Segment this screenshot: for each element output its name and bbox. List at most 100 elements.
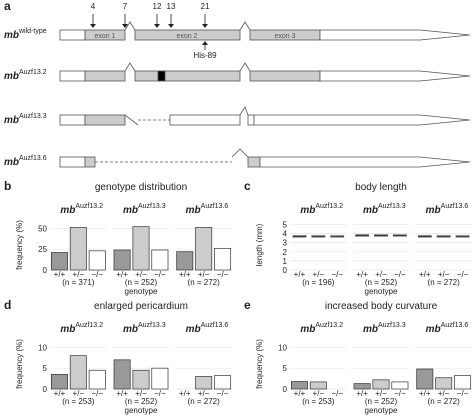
- bar: [69, 355, 87, 390]
- y-tick-label: 10: [38, 343, 47, 352]
- bar: [353, 383, 371, 390]
- exon-label: exon 2: [176, 33, 197, 40]
- allele: Auzf13.6: [441, 203, 469, 210]
- allele: Auzf13.2: [19, 69, 47, 76]
- gene: mb: [123, 205, 138, 216]
- bar: [195, 376, 213, 390]
- n-label: (n = 252): [365, 397, 398, 406]
- x-axis-label: genotype: [125, 406, 158, 415]
- x-tick-label: −/−: [91, 389, 103, 398]
- panel-label: b: [4, 179, 11, 193]
- x-axis-label: genotype: [125, 287, 158, 296]
- allele-label: mbAuzf13.2: [4, 69, 47, 82]
- y-tick-label: 50: [38, 224, 47, 233]
- bar: [113, 249, 131, 271]
- x-tick-label: +/−: [313, 270, 325, 279]
- exon: [134, 29, 241, 41]
- annotation: His-89: [193, 51, 217, 60]
- x-tick-label: −/−: [331, 389, 343, 398]
- gene: mb: [123, 324, 138, 335]
- bar: [88, 250, 106, 271]
- y-tick-label: 3: [283, 239, 288, 248]
- facet-title: mbAuzf13.3: [363, 322, 406, 335]
- x-tick-label: −/−: [217, 389, 229, 398]
- n-label: (n = 252): [125, 397, 158, 406]
- allele: Auzf13.6: [201, 203, 229, 210]
- allele: Auzf13.2: [75, 322, 103, 329]
- exon: [84, 70, 126, 82]
- x-tick-label: +/−: [73, 389, 85, 398]
- exon: [247, 114, 255, 126]
- bar: [113, 359, 131, 390]
- chart-title: genotype distribution: [95, 182, 187, 193]
- x-tick-label: +/−: [135, 270, 147, 279]
- intron: [124, 21, 136, 31]
- allele-label: mbAuzf13.6: [4, 155, 47, 168]
- site-label: 13: [167, 2, 176, 11]
- panel-label: c: [244, 179, 251, 193]
- x-tick-label: −/−: [331, 270, 343, 279]
- y-tick-label: 2: [283, 248, 288, 257]
- utr: [253, 114, 471, 126]
- gene: mb: [300, 324, 315, 335]
- exon: [84, 156, 96, 168]
- bar: [435, 377, 453, 390]
- allele: Auzf13.3: [19, 113, 47, 120]
- y-tick-label: 5: [283, 221, 288, 230]
- bar: [214, 247, 232, 271]
- x-tick-label: +/+: [179, 389, 191, 398]
- exon: [84, 114, 126, 126]
- gene: mb: [4, 157, 19, 168]
- site-label: 4: [91, 2, 96, 11]
- n-label: (n = 272): [428, 397, 461, 406]
- gene: mb: [186, 324, 201, 335]
- exon: [247, 156, 261, 168]
- n-label: (n = 252): [125, 278, 158, 287]
- gene: mb: [186, 205, 201, 216]
- panel-label: e: [244, 298, 251, 312]
- n-label: (n = 272): [188, 397, 221, 406]
- bar: [151, 367, 169, 390]
- y-axis-label: frequency (%): [255, 339, 264, 389]
- y-tick-label: 1: [283, 257, 288, 266]
- x-tick-label: +/+: [419, 389, 431, 398]
- facet-title: mbAuzf13.6: [426, 322, 469, 335]
- x-tick-label: −/−: [217, 270, 229, 279]
- x-tick-label: −/−: [394, 389, 406, 398]
- x-tick-label: −/−: [154, 389, 166, 398]
- facet-title: mbAuzf13.3: [123, 322, 166, 335]
- exon: [84, 29, 126, 41]
- n-label: (n = 253): [62, 397, 95, 406]
- x-tick-label: +/−: [135, 389, 147, 398]
- gene: mb: [4, 115, 19, 126]
- intron: [124, 62, 136, 72]
- x-tick-label: −/−: [457, 389, 469, 398]
- facet-title: mbAuzf13.2: [60, 203, 103, 216]
- x-tick-label: +/−: [438, 389, 450, 398]
- bar: [309, 381, 327, 390]
- exon: [249, 70, 321, 82]
- x-tick-label: +/−: [375, 389, 387, 398]
- bar: [50, 374, 68, 390]
- bar: [416, 368, 434, 390]
- exon: [134, 70, 241, 82]
- bar: [176, 251, 194, 271]
- site-label: 21: [201, 2, 210, 11]
- n-label: (n = 272): [188, 278, 221, 287]
- site-label: 12: [153, 2, 162, 11]
- insertion: [157, 70, 166, 82]
- intron: [239, 62, 251, 72]
- gene: mb: [300, 205, 315, 216]
- y-tick-label: 0: [43, 385, 48, 394]
- y-tick-label: 0: [43, 266, 48, 275]
- x-axis-label: genotype: [365, 287, 398, 296]
- x-tick-label: +/+: [116, 389, 128, 398]
- allele: Auzf13.3: [378, 203, 406, 210]
- x-tick-label: −/−: [91, 270, 103, 279]
- panel-label: a: [4, 0, 11, 13]
- bar: [372, 379, 390, 390]
- y-tick-label: 4: [283, 230, 288, 239]
- allele: Auzf13.3: [138, 322, 166, 329]
- allele: Auzf13.6: [201, 322, 229, 329]
